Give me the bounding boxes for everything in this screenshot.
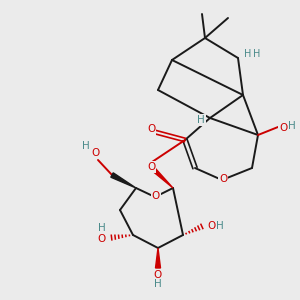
Text: H: H <box>82 141 90 151</box>
Text: O: O <box>98 234 106 244</box>
Text: O: O <box>152 191 160 201</box>
Text: O: O <box>219 174 227 184</box>
Text: O: O <box>147 162 155 172</box>
Text: H: H <box>253 49 261 59</box>
Text: O: O <box>91 148 99 158</box>
Text: H: H <box>244 49 252 59</box>
Polygon shape <box>147 163 173 188</box>
Text: O: O <box>279 123 287 133</box>
Text: H: H <box>288 121 296 131</box>
Text: O: O <box>154 270 162 280</box>
Text: H: H <box>216 221 224 231</box>
Text: H: H <box>197 115 205 125</box>
Text: H: H <box>154 279 162 289</box>
Polygon shape <box>155 248 160 268</box>
Polygon shape <box>111 173 136 188</box>
Text: O: O <box>207 221 215 231</box>
Text: H: H <box>98 223 106 233</box>
Text: O: O <box>147 124 155 134</box>
